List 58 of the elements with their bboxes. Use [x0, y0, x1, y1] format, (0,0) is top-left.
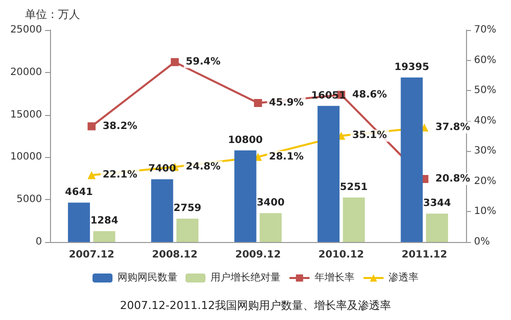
y2-tick-label: 0% [474, 236, 490, 248]
y-tick-label: 10000 [10, 152, 42, 163]
y2-tick-label: 10% [474, 206, 496, 218]
data-label: 35.1% [352, 130, 387, 142]
data-label: 37.8% [435, 122, 470, 134]
x-tick-label: 2010.12 [318, 250, 364, 260]
data-label: 24.8% [186, 161, 221, 172]
data-label: 1284 [90, 216, 118, 227]
x-tick-label: 2009.12 [235, 250, 281, 260]
legend-label: 年增长率 [314, 272, 354, 284]
bar [426, 214, 448, 242]
bar [151, 179, 174, 242]
y-tick-label: 15000 [10, 109, 42, 120]
bar [318, 106, 340, 242]
y-tick-label: 20000 [10, 66, 42, 78]
y2-tick-label: 20% [474, 176, 496, 187]
bar [176, 218, 198, 242]
data-label: 3400 [256, 198, 285, 209]
data-label: 20.8% [435, 174, 470, 185]
point [170, 58, 179, 66]
data-label: 45.9% [269, 97, 304, 108]
bar [260, 213, 282, 242]
y2-tick-label: 70% [474, 24, 496, 36]
x-tick-label: 2007.12 [68, 250, 114, 260]
data-label: 4641 [65, 187, 93, 198]
bar [93, 231, 116, 242]
data-label: 59.4% [186, 56, 221, 68]
bar [400, 78, 423, 242]
y-tick-label: 0 [36, 236, 42, 248]
bar [342, 197, 365, 242]
bar [234, 150, 256, 242]
text: 2007.12-2011.12我国网购用户数量、增长率及渗透率 [120, 299, 391, 312]
legend-label: 网购网民数量 [118, 272, 178, 284]
bar [68, 202, 90, 242]
y-tick-label: 5000 [16, 194, 42, 206]
data-label: 5251 [340, 182, 368, 193]
x-tick-label: 2008.12 [152, 250, 198, 260]
y2-tick-label: 60% [474, 54, 496, 66]
legend-label: 渗透率 [388, 272, 418, 284]
legend-label: 用户增长绝对量 [210, 272, 280, 284]
point [254, 98, 262, 107]
data-label: 10800 [228, 134, 263, 146]
y-axis-title: 单位：万人 [25, 8, 80, 21]
point [88, 171, 96, 180]
data-label: 2759 [174, 203, 202, 214]
point [88, 122, 96, 130]
data-label: 19395 [394, 62, 430, 74]
x-tick-label: 2011.12 [402, 250, 448, 260]
data-label: 16051 [311, 90, 346, 102]
y2-tick-label: 30% [474, 146, 496, 157]
y-tick-label: 25000 [10, 24, 42, 36]
data-label: 48.6% [352, 89, 387, 100]
data-label: 22.1% [102, 170, 138, 181]
data-label: 38.2% [102, 120, 138, 132]
data-label: 3344 [423, 198, 451, 210]
y2-tick-label: 50% [474, 85, 496, 96]
y2-tick-label: 40% [474, 115, 496, 126]
data-label: 28.1% [269, 151, 304, 162]
